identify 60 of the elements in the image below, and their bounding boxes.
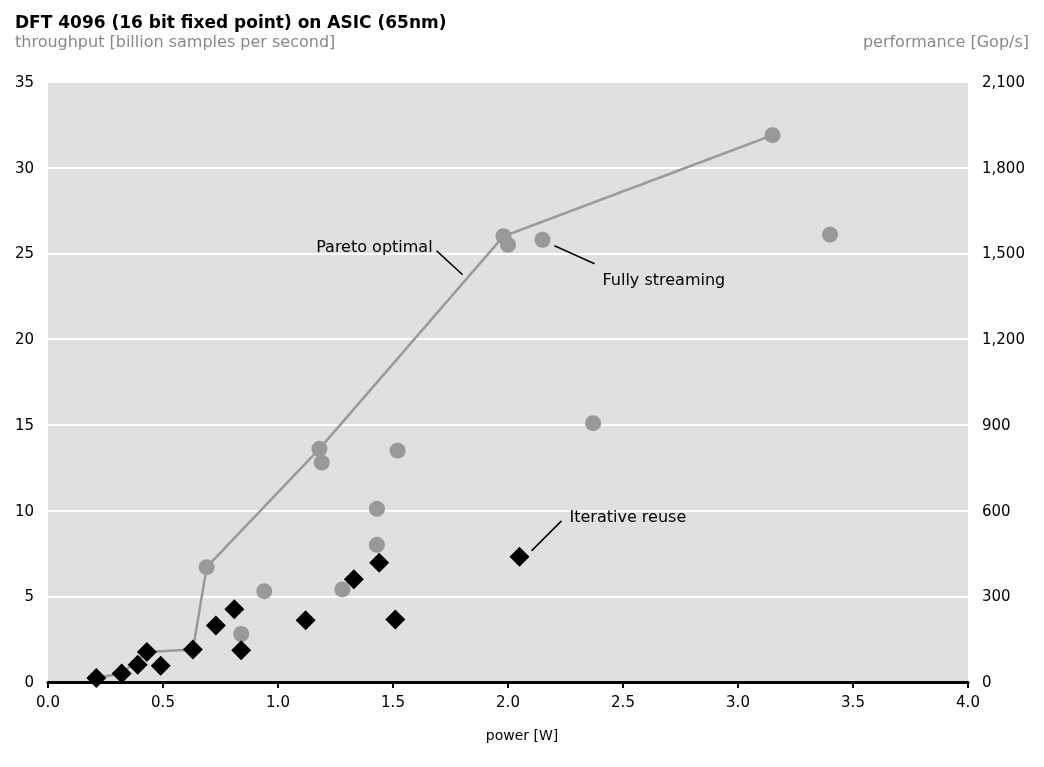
x-axis-title: power [W] — [485, 727, 559, 743]
y2-tick-label: 1,500 — [982, 244, 1025, 263]
x-tick-label: 0.5 — [151, 692, 175, 711]
x-tick-label: 3.0 — [726, 692, 750, 711]
point — [369, 552, 390, 573]
y-tick-label: 0 — [24, 673, 34, 691]
x-tick-label: 2.0 — [496, 692, 520, 711]
point — [509, 546, 530, 567]
point — [311, 440, 328, 457]
point — [334, 581, 351, 598]
x-tick-label: 1.5 — [381, 692, 405, 711]
point — [764, 127, 781, 144]
text: Iterative reuse — [569, 507, 687, 527]
y-tick-label: 15 — [14, 415, 34, 434]
text: Pareto optimal — [316, 237, 433, 257]
point — [368, 536, 385, 553]
point — [205, 615, 226, 636]
chart-title: DFT 4096 (16 bit fixed point) on ASIC (65nm) — [15, 11, 447, 32]
point — [86, 668, 107, 689]
point — [534, 231, 551, 248]
point — [585, 415, 602, 432]
point — [198, 559, 215, 576]
y-tick-label: 10 — [14, 501, 34, 520]
x-tick-label: 0.0 — [36, 692, 60, 711]
y2-tick-label: 0 — [982, 673, 992, 691]
point — [500, 236, 516, 253]
point — [127, 654, 148, 675]
point — [233, 626, 250, 642]
point — [295, 610, 316, 631]
y2-tick-label: 900 — [982, 415, 1011, 434]
y-tick-label: 30 — [14, 158, 34, 177]
y-tick-label: 25 — [14, 244, 34, 263]
y-tick-label: 5 — [24, 587, 34, 606]
point — [224, 599, 245, 620]
x-tick-label: 1.0 — [266, 692, 290, 711]
point — [136, 642, 157, 662]
point — [111, 663, 132, 684]
point — [313, 454, 330, 471]
text: Fully streaming — [602, 270, 726, 290]
point — [150, 655, 171, 676]
y2-axis-title: performance [Gop/s] — [862, 31, 1029, 51]
x-tick-label: 3.5 — [841, 692, 865, 711]
point — [182, 639, 203, 660]
y2-tick-label: 600 — [982, 501, 1011, 520]
x-tick-label: 2.5 — [611, 692, 635, 711]
y2-tick-label: 1,800 — [982, 158, 1025, 177]
y2-tick-label: 1,200 — [982, 330, 1025, 349]
x-tick-label: 4.0 — [956, 692, 980, 711]
point — [231, 640, 252, 661]
y-tick-label: 20 — [14, 330, 34, 349]
point — [385, 609, 406, 630]
y-tick-label: 35 — [14, 73, 34, 91]
y2-tick-label: 2,100 — [982, 73, 1025, 91]
point — [368, 500, 385, 517]
y2-tick-label: 300 — [982, 587, 1011, 606]
y-axis-title: throughput [billion samples per second] — [15, 31, 336, 51]
point — [343, 569, 364, 590]
point — [822, 226, 838, 243]
point — [389, 442, 406, 459]
point — [256, 583, 273, 600]
